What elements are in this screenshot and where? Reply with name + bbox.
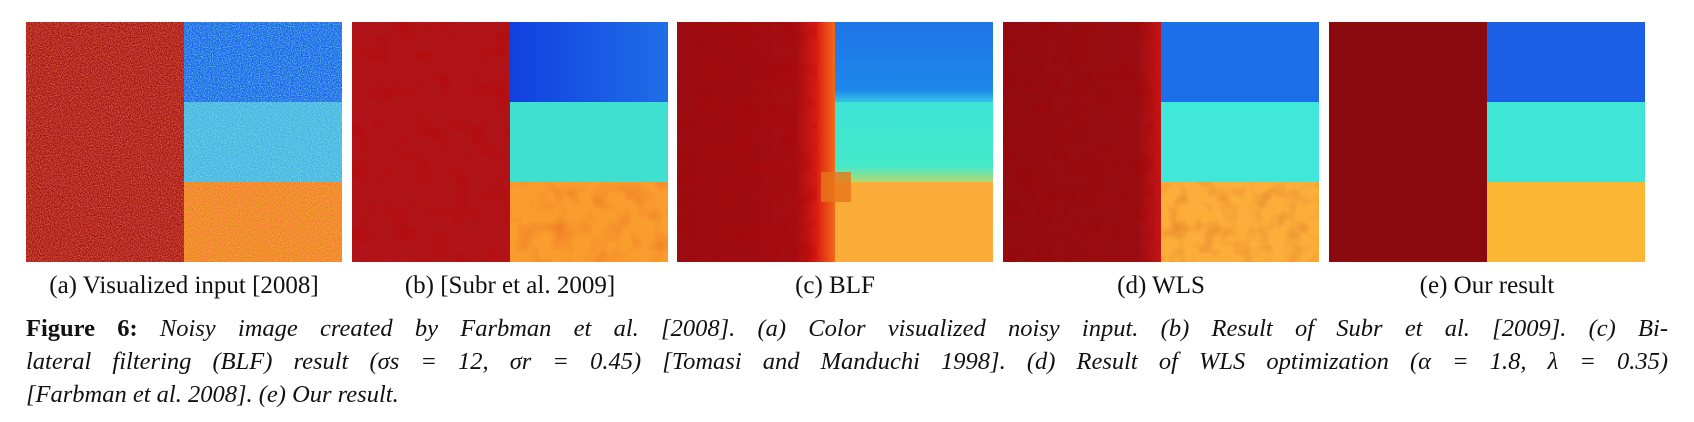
panel-d-image [1003,22,1319,262]
panel-e-image [1329,22,1645,262]
caption-c: (c) BLF [795,272,875,299]
caption-d: (d) WLS [1117,272,1205,299]
panel-e-our-result [1329,22,1645,262]
figure-caption-line-2: lateral filtering (BLF) result (σs = 12,… [26,348,1668,375]
panel-d-wls [1003,22,1319,262]
caption-a: (a) Visualized input [2008] [49,272,319,299]
figure-label: Figure 6: [26,315,138,342]
figure-caption-text-1: Noisy image created by Farbman et al. [2… [159,315,1668,342]
panel-a-image [26,22,342,262]
panel-c-blf [677,22,993,262]
panel-c-image [677,22,993,262]
caption-e: (e) Our result [1419,272,1555,299]
caption-b: (b) [Subr et al. 2009] [404,272,616,299]
figure-caption-line-3: [Farbman et al. 2008]. (e) Our result. [26,381,399,408]
panel-b-subr [352,22,668,262]
panel-b-image [352,22,668,262]
figure-caption-line-1: Figure 6: Noisy image created by Farbman… [26,312,1668,345]
figure-caption: Figure 6: Noisy image created by Farbman… [26,312,1668,411]
panel-a-visualized-input [26,22,342,262]
